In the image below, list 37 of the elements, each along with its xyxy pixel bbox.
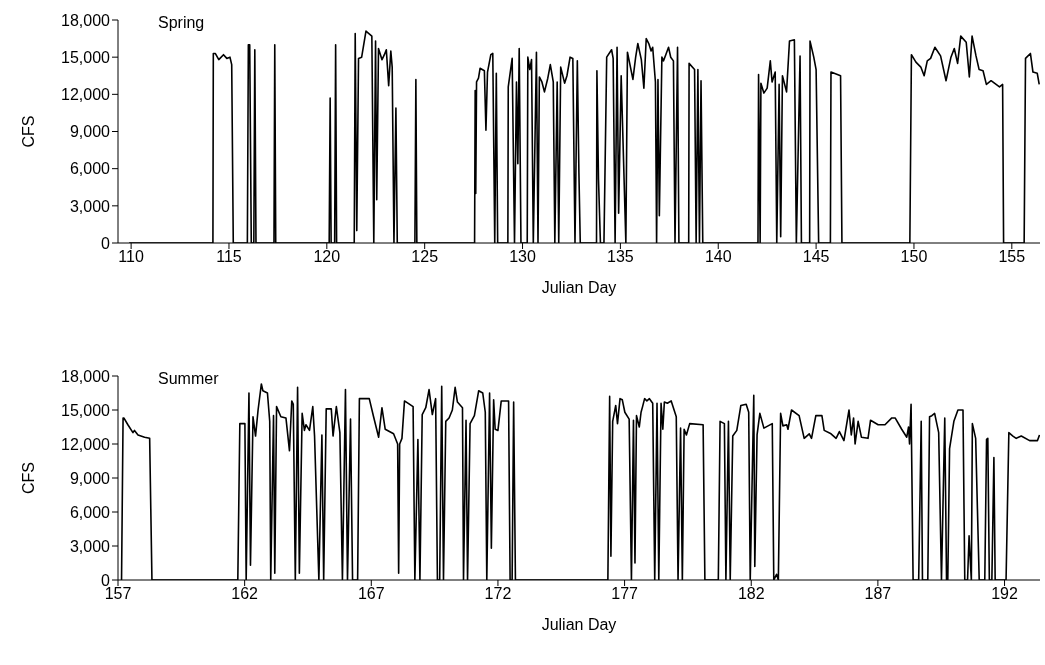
x-tick-label: 157 xyxy=(104,585,132,603)
y-tick-label: 6,000 xyxy=(69,503,111,521)
y-tick-label: 6,000 xyxy=(69,160,111,178)
y-tick-label: 18,000 xyxy=(61,367,111,385)
x-tick-label: 125 xyxy=(411,248,439,266)
x-tick-label: 150 xyxy=(900,248,928,266)
y-tick-label: 3,000 xyxy=(69,197,111,215)
chart-title: Summer xyxy=(158,370,219,388)
x-tick-label: 187 xyxy=(864,585,892,603)
x-tick-label: 182 xyxy=(737,585,765,603)
y-tick-label: 18,000 xyxy=(61,11,111,29)
x-tick-label: 115 xyxy=(216,248,242,266)
y-tick-label: 3,000 xyxy=(69,537,111,555)
x-tick-label: 167 xyxy=(357,585,385,603)
x-tick-label: 135 xyxy=(607,248,634,266)
y-tick-label: 12,000 xyxy=(61,86,111,104)
y-axis-title: CFS xyxy=(19,115,37,148)
x-tick-label: 110 xyxy=(118,248,144,266)
y-tick-label: 9,000 xyxy=(69,469,111,487)
x-tick-label: 155 xyxy=(998,248,1026,266)
y-tick-label: 15,000 xyxy=(61,401,111,419)
y-tick-label: 12,000 xyxy=(61,435,111,453)
chart-title: Spring xyxy=(158,14,205,32)
x-tick-label: 140 xyxy=(704,248,732,266)
x-tick-label: 120 xyxy=(313,248,341,266)
y-axis-title: CFS xyxy=(19,462,37,494)
x-tick-label: 172 xyxy=(484,585,512,603)
x-axis-title: Julian Day xyxy=(541,616,617,633)
x-tick-label: 145 xyxy=(802,248,830,266)
y-tick-label: 0 xyxy=(101,234,111,252)
y-tick-label: 9,000 xyxy=(69,123,111,141)
y-tick-label: 15,000 xyxy=(61,48,111,66)
x-axis-title: Julian Day xyxy=(541,279,617,296)
x-tick-label: 192 xyxy=(991,585,1018,603)
x-tick-label: 130 xyxy=(509,248,536,266)
x-tick-label: 162 xyxy=(231,585,259,603)
x-tick-label: 177 xyxy=(611,585,639,603)
